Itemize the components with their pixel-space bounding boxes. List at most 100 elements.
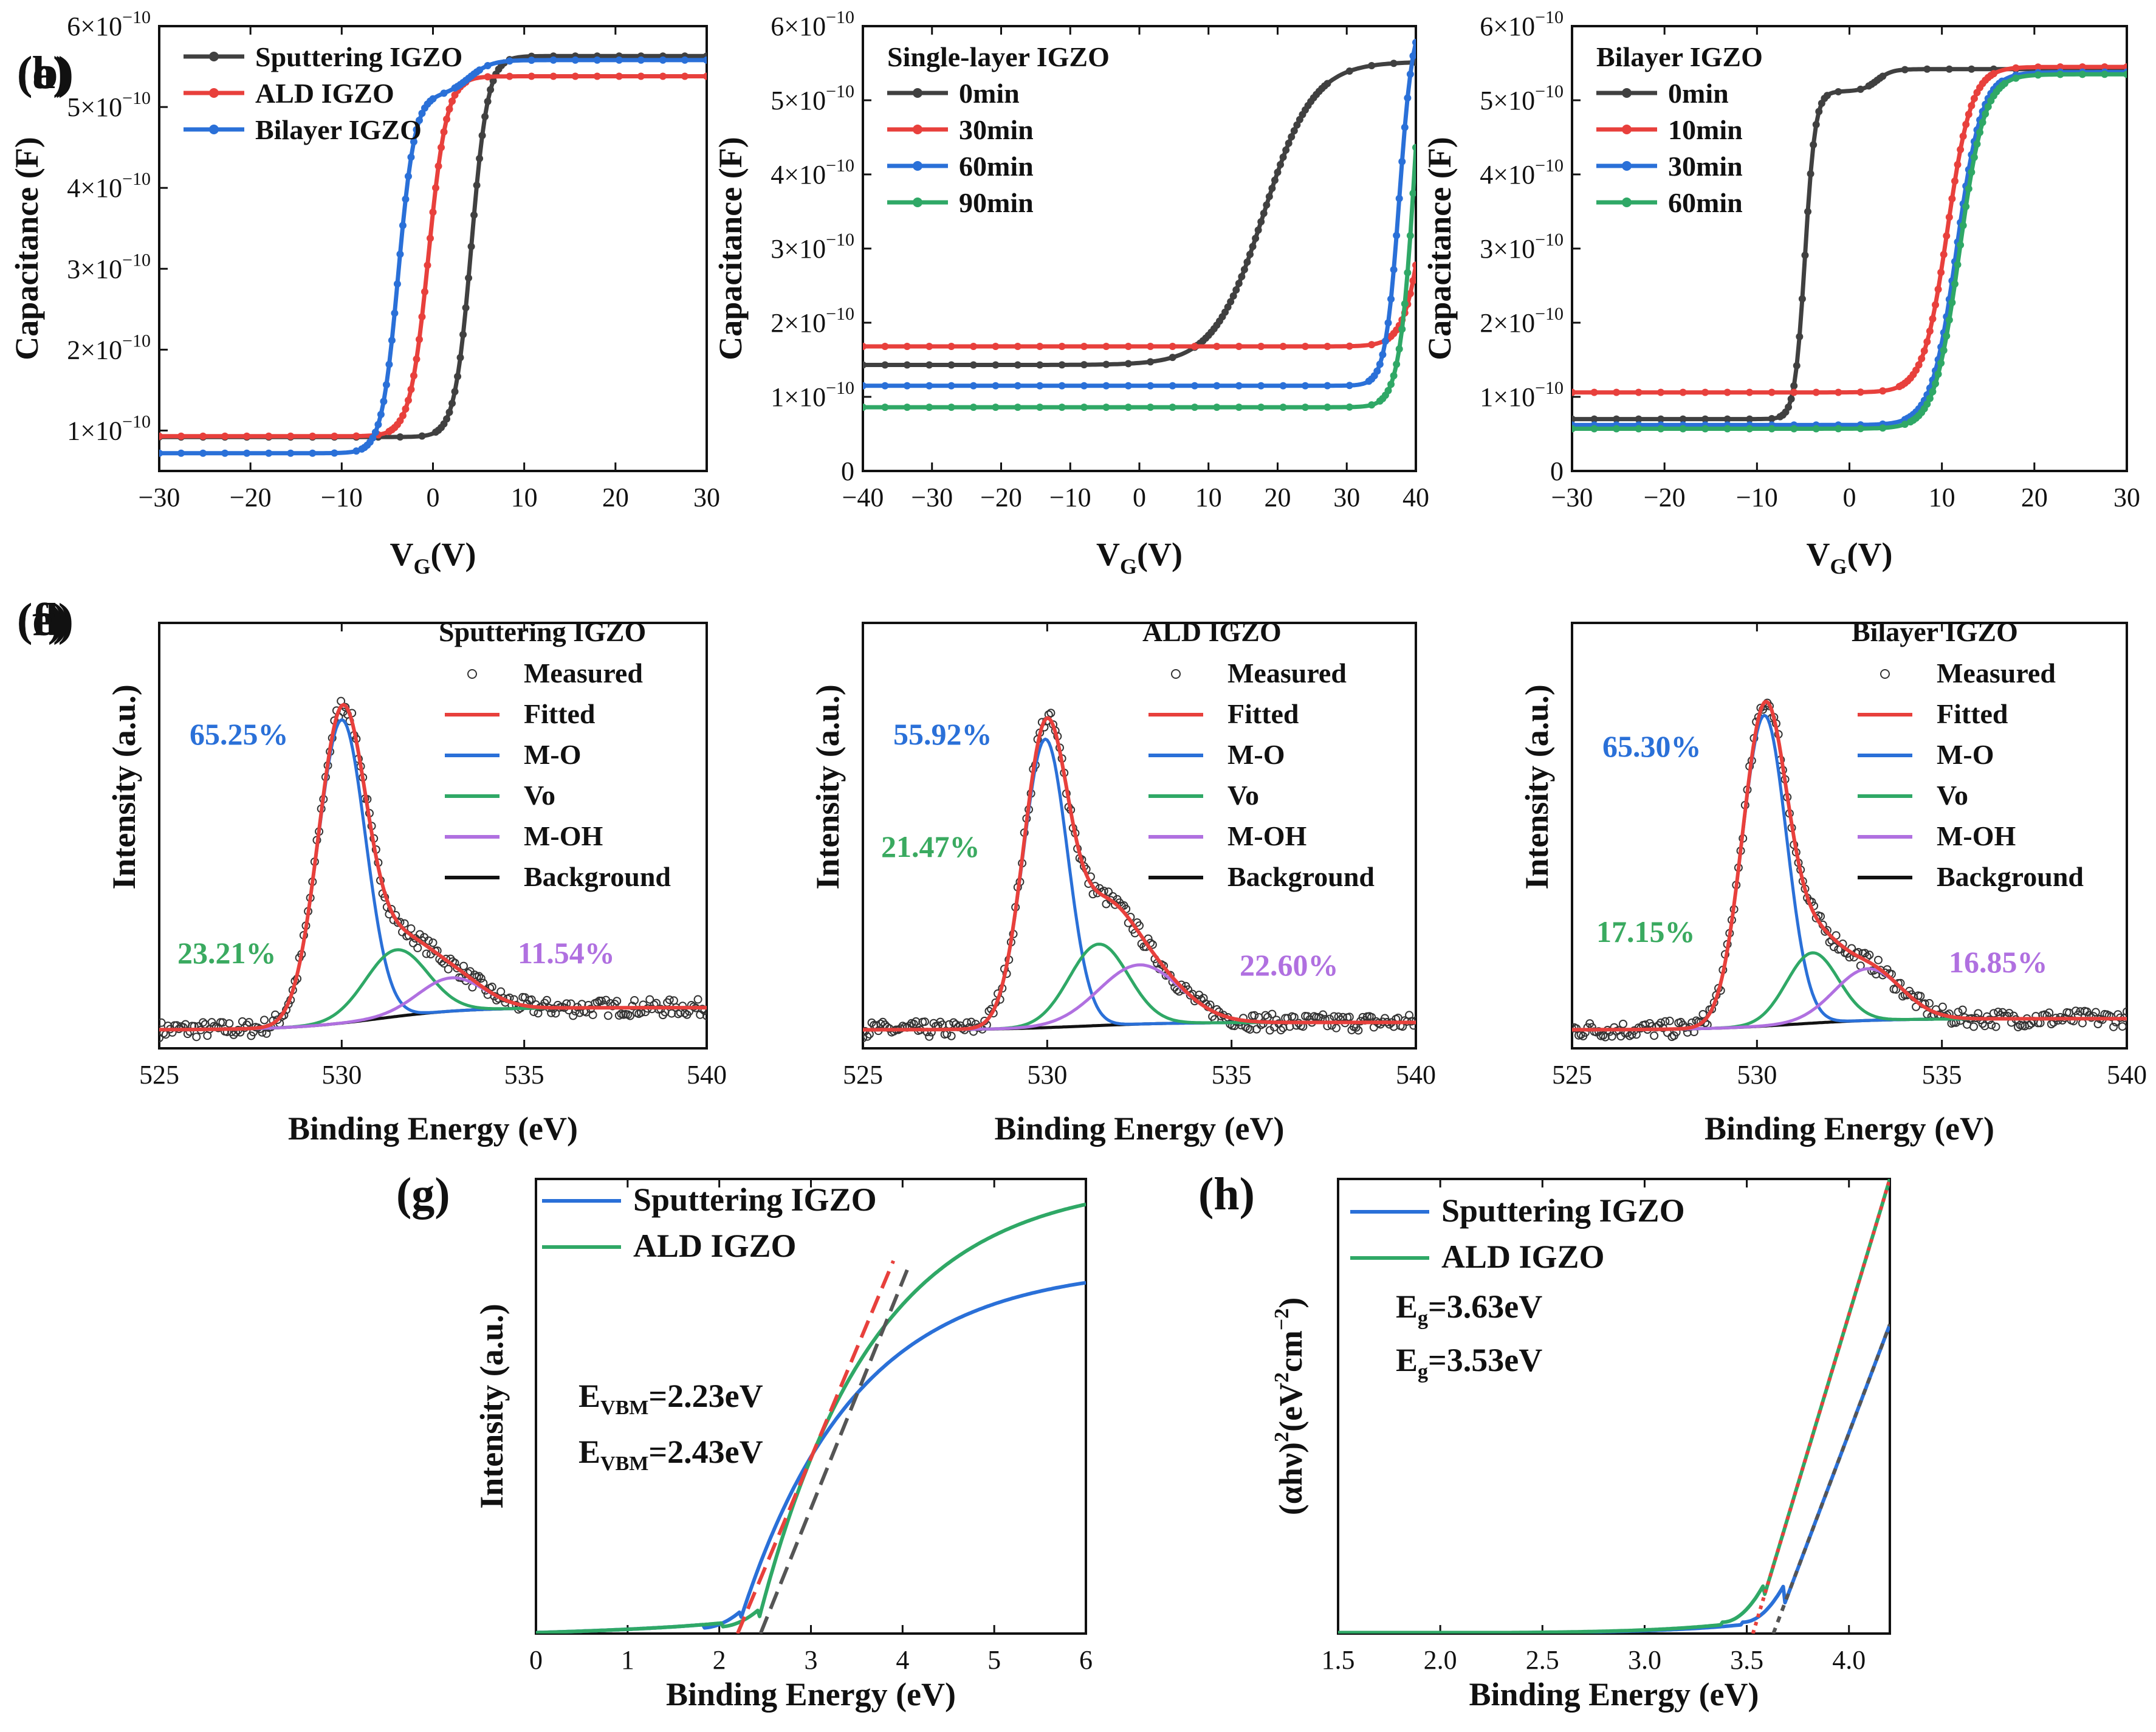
data-point bbox=[1679, 388, 1687, 396]
data-point bbox=[1224, 303, 1232, 311]
panel-b-markers-30min bbox=[863, 261, 1416, 351]
data-point bbox=[1271, 176, 1279, 184]
data-point bbox=[1940, 250, 1948, 258]
data-point bbox=[451, 388, 459, 396]
data-point bbox=[1768, 414, 1776, 422]
panel-e: 525 530 535 540 (e) Intensity (a.u.) Binding E… bbox=[17, 594, 1436, 1147]
legend-entry: ALD IGZO bbox=[255, 78, 394, 109]
panel-d-measured bbox=[159, 696, 707, 1043]
data-point bbox=[1302, 404, 1309, 411]
data-point bbox=[1959, 132, 1967, 140]
data-point bbox=[1679, 415, 1687, 423]
legend-marker bbox=[1622, 161, 1632, 171]
panel-b: −40 −30 −20 −10 0 10 20 30 4001×10−102×10−103×10… bbox=[17, 7, 1429, 579]
data-point bbox=[659, 72, 667, 80]
data-point bbox=[1929, 315, 1937, 323]
measured-point bbox=[667, 1009, 676, 1018]
data-point bbox=[287, 432, 295, 440]
data-point bbox=[970, 343, 977, 351]
measured-point bbox=[2091, 1008, 2100, 1017]
measured-point bbox=[1954, 1008, 1963, 1017]
panel-c-ytick-label: 2×10−10 bbox=[1480, 304, 1564, 338]
data-point bbox=[487, 86, 495, 94]
data-point bbox=[1398, 325, 1406, 333]
measured-point bbox=[630, 995, 639, 1005]
legend-entry: 60min bbox=[1668, 187, 1743, 218]
xlabel-tail: (V) bbox=[431, 536, 476, 572]
panel-b-line-60min bbox=[863, 42, 1416, 388]
panel-a-ytick-label: 2×10−10 bbox=[67, 331, 151, 365]
data-point bbox=[1835, 88, 1842, 95]
data-point bbox=[1957, 241, 1965, 249]
panel-h-xtick-label: 1.5 bbox=[1322, 1645, 1355, 1675]
data-point bbox=[402, 195, 410, 203]
measured-point bbox=[2109, 1022, 2118, 1031]
data-point bbox=[1246, 250, 1254, 258]
data-point bbox=[1923, 338, 1931, 346]
xlabel-sub: G bbox=[1120, 554, 1137, 579]
legend-entry: Measured bbox=[524, 658, 643, 689]
data-point bbox=[1810, 141, 1818, 149]
measured-point bbox=[1261, 1011, 1270, 1020]
data-point bbox=[1401, 123, 1409, 131]
data-point bbox=[1572, 425, 1576, 433]
ytick-mantissa: 6×10 bbox=[67, 12, 122, 41]
panel-f-label: (f) bbox=[17, 594, 63, 645]
panel-h: 1.5 2.0 2.5 3.0 3.5 4.0 (h) Binding Energy (eV)… bbox=[1198, 1169, 1891, 1713]
data-point bbox=[947, 404, 955, 411]
panel-c-ytick-label: 3×10−10 bbox=[1480, 230, 1564, 264]
data-point bbox=[426, 235, 434, 242]
data-point bbox=[1036, 361, 1044, 369]
data-point bbox=[199, 432, 207, 440]
data-point bbox=[925, 343, 933, 351]
panel-a-line-Sputtering-IGZO bbox=[159, 53, 707, 439]
panel-c-ytick-label: 5×10−10 bbox=[1480, 81, 1564, 115]
measured-point bbox=[613, 997, 622, 1006]
data-point bbox=[407, 385, 415, 393]
data-point bbox=[1345, 67, 1353, 75]
data-point bbox=[1823, 92, 1831, 100]
panel-b-ytick-label: 6×10−10 bbox=[771, 7, 854, 41]
data-point bbox=[1965, 111, 1972, 119]
panel-g-ylabel: Intensity (a.u.) bbox=[473, 1304, 510, 1509]
legend-title: ALD IGZO bbox=[1142, 616, 1282, 647]
panel-h-frame bbox=[1337, 1178, 1891, 1635]
panel-g-xtick-label: 5 bbox=[987, 1645, 1001, 1675]
data-point bbox=[1293, 121, 1301, 129]
panel-a-xtick-label: 20 bbox=[602, 483, 629, 512]
data-point bbox=[1923, 65, 1931, 73]
panel-e-xtick-label: 530 bbox=[1027, 1060, 1067, 1090]
measured-point bbox=[1088, 890, 1097, 899]
panel-h-xtick-label: 4.0 bbox=[1832, 1645, 1866, 1675]
data-point bbox=[1323, 80, 1331, 88]
data-point bbox=[1235, 280, 1243, 287]
panel-h-xtick-label: 3.0 bbox=[1628, 1645, 1661, 1675]
data-point bbox=[881, 404, 889, 411]
data-point bbox=[484, 62, 492, 70]
legend-marker bbox=[1622, 88, 1632, 98]
data-point bbox=[1746, 388, 1754, 396]
data-point bbox=[1390, 266, 1398, 273]
data-point bbox=[925, 382, 933, 390]
data-point bbox=[1014, 382, 1021, 390]
measured-point bbox=[2045, 1008, 2054, 1017]
data-point bbox=[413, 355, 421, 363]
ylabel-part: cm bbox=[1272, 1330, 1309, 1372]
measured-point bbox=[428, 938, 438, 947]
legend-entry: Vo bbox=[1937, 780, 1968, 811]
data-point bbox=[1384, 319, 1392, 327]
panel-h-line-ALD-IGZO bbox=[1338, 1179, 1890, 1634]
measured-point bbox=[199, 1018, 208, 1027]
data-point bbox=[1915, 361, 1923, 369]
ytick-mantissa: 5×10 bbox=[771, 86, 826, 115]
measured-point bbox=[444, 964, 453, 974]
data-point bbox=[1412, 143, 1416, 151]
panel-b-xtick-label: −40 bbox=[842, 483, 884, 512]
legend-marker bbox=[1171, 669, 1181, 679]
measured-point bbox=[1873, 955, 1883, 964]
data-point bbox=[1945, 316, 1953, 324]
legend-entry: Bilayer IGZO bbox=[255, 114, 422, 145]
legend-marker bbox=[913, 161, 922, 171]
measured-point bbox=[459, 961, 468, 971]
data-point bbox=[1723, 388, 1731, 396]
